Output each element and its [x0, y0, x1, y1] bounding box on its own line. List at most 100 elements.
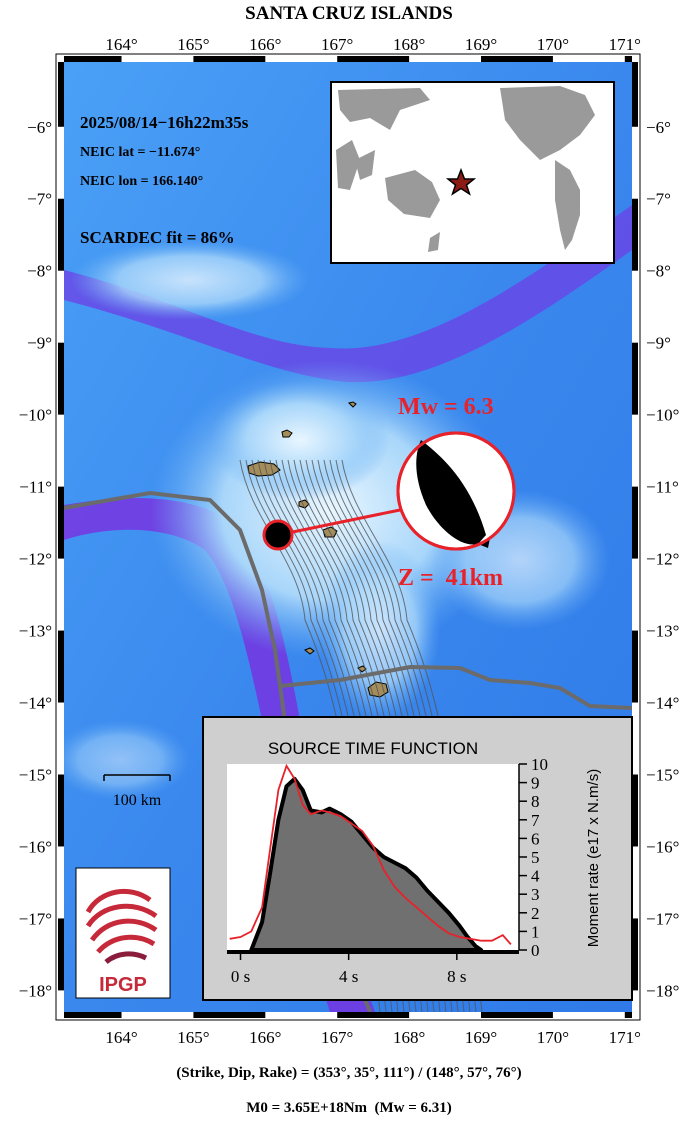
- stf-title: SOURCE TIME FUNCTION: [268, 739, 478, 758]
- lat-tick-label: −15°: [19, 766, 52, 785]
- stf-ylabel: Moment rate (e17 x N.m/s): [585, 769, 602, 947]
- lon-tick-label: 171°: [609, 1028, 641, 1047]
- frame-bar: [632, 62, 638, 127]
- lon-tick-label: 169°: [465, 1028, 497, 1047]
- frame-bar: [632, 342, 638, 415]
- scale-bar-label: 100 km: [113, 792, 162, 809]
- mechanism-label: (Strike, Dip, Rake) = (353°, 35°, 111°) …: [176, 1065, 521, 1081]
- lat-tick-label: −14°: [19, 694, 52, 713]
- stf-x-axis: 0 s 4 s 8 s: [231, 954, 467, 986]
- lat-tick-label: −17°: [646, 909, 679, 928]
- frame-bar: [632, 198, 638, 271]
- lat-tick-label: −13°: [19, 622, 52, 641]
- lon-tick-label: 171°: [609, 35, 641, 54]
- stf-y-tick-label: 3: [531, 885, 540, 904]
- lon-tick-label: 167°: [321, 1028, 353, 1047]
- magnitude-label: Mw = 6.3: [398, 394, 494, 420]
- stf-y-tick-label: 5: [531, 848, 540, 867]
- lat-tick-label: −18°: [19, 981, 52, 1000]
- lon-axis-bottom: 164° 165° 166° 167° 168° 169° 170° 171°: [105, 1028, 641, 1047]
- epicenter-star-icon: [445, 167, 477, 196]
- lat-tick-label: −8°: [27, 262, 52, 281]
- stf-y-tick-label: 0: [531, 941, 540, 960]
- frame-bar: [624, 56, 632, 62]
- event-datetime: 2025/08/14−16h22m35s: [80, 113, 249, 132]
- lat-tick-label: −7°: [27, 190, 52, 209]
- map-title: SANTA CRUZ ISLANDS: [245, 3, 453, 24]
- stf-y-tick-label: 7: [531, 811, 540, 830]
- lat-tick-label: −11°: [646, 478, 679, 497]
- frame-bar: [58, 486, 64, 559]
- lat-tick-label: −6°: [646, 118, 671, 137]
- frame-bar: [632, 630, 638, 703]
- lat-tick-label: −12°: [19, 550, 52, 569]
- event-lon: NEIC lon = 166.140°: [80, 174, 203, 189]
- lon-tick-label: 167°: [321, 35, 353, 54]
- stf-y-tick-label: 10: [531, 755, 548, 774]
- frame-bar: [64, 56, 122, 62]
- frame-bar: [58, 62, 64, 127]
- frame-bar: [481, 56, 553, 62]
- lon-tick-label: 164°: [105, 1028, 137, 1047]
- frame-bar: [481, 1012, 553, 1018]
- frame-bar: [632, 774, 638, 847]
- lon-tick-label: 168°: [393, 1028, 425, 1047]
- lon-tick-label: 169°: [465, 35, 497, 54]
- frame-bar: [58, 198, 64, 271]
- stf-y-tick-label: 1: [531, 922, 540, 941]
- frame-bar: [624, 1012, 632, 1018]
- stf-y-tick-label: 2: [531, 904, 540, 923]
- frame-bar: [632, 918, 638, 991]
- stf-series-scardec: [249, 776, 484, 952]
- lat-tick-label: −7°: [646, 190, 671, 209]
- frame-bar: [58, 918, 64, 991]
- frame-bar: [337, 56, 410, 62]
- stf-panel: [202, 716, 633, 1001]
- map-frame-ticks: [58, 56, 638, 1018]
- stf-y-tick-label: 6: [531, 829, 540, 848]
- frame-bar: [58, 630, 64, 703]
- lon-tick-label: 165°: [177, 1028, 209, 1047]
- frame-bar: [337, 1012, 410, 1018]
- stf-x-tick-label: 8 s: [447, 967, 466, 986]
- moment-label: M0 = 3.65E+18Nm (Mw = 6.31): [246, 1100, 452, 1116]
- frame-bar: [58, 774, 64, 847]
- lon-tick-label: 166°: [249, 1028, 281, 1047]
- ipgp-logo: [75, 867, 171, 999]
- lon-tick-label: 170°: [537, 35, 569, 54]
- frame-bar: [58, 342, 64, 415]
- lat-tick-label: −9°: [27, 334, 52, 353]
- world-inset-map: [330, 81, 615, 264]
- lat-axis-left: −6° −7° −8° −9° −10° −11° −12° −13° −14° −15° −16°…: [19, 118, 52, 1001]
- lat-axis-right: −6° −7° −8° −9° −10° −11° −12° −13° −14° −15° −16°…: [646, 118, 679, 1001]
- lat-tick-label: −15°: [646, 766, 679, 785]
- scale-bar: [103, 774, 171, 781]
- lat-tick-label: −14°: [646, 694, 679, 713]
- frame-bar: [193, 56, 266, 62]
- frame-bar: [64, 1012, 122, 1018]
- lon-axis-top: 164° 165° 166° 167° 168° 169° 170° 171°: [105, 35, 641, 54]
- lat-tick-label: −10°: [646, 406, 679, 425]
- frame-bar: [632, 486, 638, 559]
- stf-x-tick-label: 4 s: [339, 967, 358, 986]
- focal-mechanism-beachball: [396, 431, 516, 551]
- stf-plot: [227, 763, 519, 954]
- depth-label: Z = 41km: [398, 565, 503, 591]
- lat-tick-label: −10°: [19, 406, 52, 425]
- stf-y-tick-label: 9: [531, 774, 540, 793]
- lon-tick-label: 164°: [105, 35, 137, 54]
- lat-tick-label: −18°: [646, 981, 679, 1000]
- lat-tick-label: −17°: [19, 909, 52, 928]
- lat-tick-label: −13°: [646, 622, 679, 641]
- lat-tick-label: −16°: [19, 837, 52, 856]
- lon-tick-label: 170°: [537, 1028, 569, 1047]
- plate-boundary-east: [279, 664, 632, 710]
- scardec-fit: SCARDEC fit = 86%: [80, 228, 235, 247]
- stf-y-tick-label: 4: [531, 867, 540, 886]
- lon-tick-label: 166°: [249, 35, 281, 54]
- ipgp-logo-text: IPGP: [99, 974, 147, 996]
- lat-tick-label: −8°: [646, 262, 671, 281]
- lon-tick-label: 168°: [393, 35, 425, 54]
